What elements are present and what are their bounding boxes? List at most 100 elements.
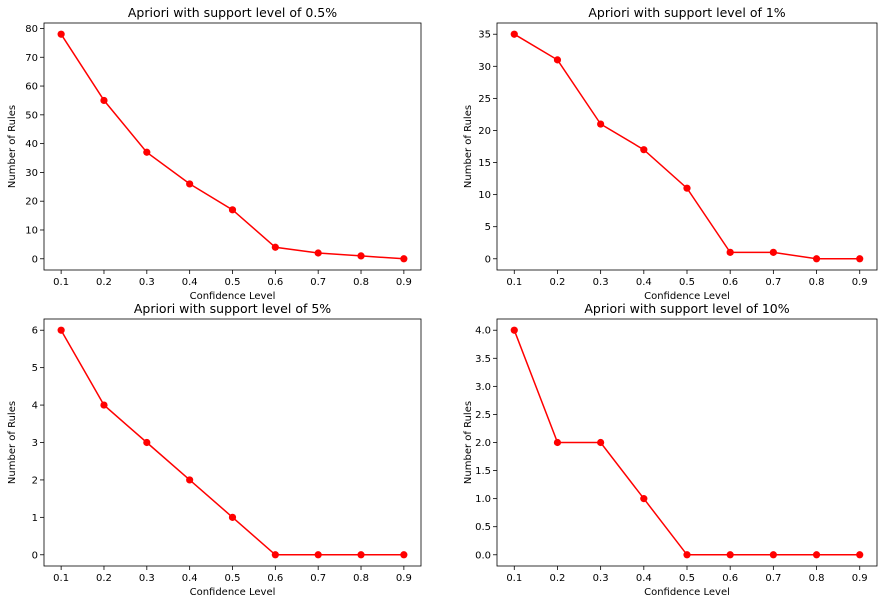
x-tick-label: 0.5 [225,573,241,584]
x-tick-label: 0.1 [506,573,522,584]
data-point [553,438,562,447]
data-point [683,184,691,192]
data-point [357,551,365,559]
data-point [100,401,108,409]
y-tick-label: 5 [485,222,491,233]
x-tick-label: 0.1 [53,573,69,584]
y-tick-label: 20 [25,197,38,208]
y-tick-label: 30 [478,62,491,73]
y-tick-label: 25 [478,94,491,105]
x-tick-label: 0.5 [225,277,241,288]
x-tick-label: 0.6 [267,573,283,584]
data-point [640,146,648,154]
chart-title: Apriori with support level of 10% [584,301,789,316]
x-tick-label: 0.2 [550,573,566,584]
data-point [769,551,777,559]
subplot-support-1: Apriori with support level of 1% 0.1 0.2 0.… [463,5,878,302]
data-point [726,248,734,256]
x-tick-label: 0.2 [96,277,112,288]
y-tick-label: 0.0 [475,550,491,561]
subplot-support-0-5: Apriori with support level of 0.5% 0.1 0.2… [7,5,422,302]
x-tick-label: 0.4 [182,573,198,584]
axes-frame [43,318,422,567]
x-tick-label: 0.4 [636,277,652,288]
chart-title: Apriori with support level of 5% [134,301,331,316]
data-point [812,255,821,263]
y-axis-label: Number of Rules [463,401,474,484]
data-point [57,326,65,334]
x-tick-label: 0.6 [722,573,738,584]
data-point [400,255,408,263]
x-tick-label: 0.8 [809,573,825,584]
data-point [357,252,365,260]
x-tick-label: 0.2 [550,277,566,288]
y-axis-label: Number of Rules [7,105,18,188]
data-point [143,438,151,447]
x-tick-label: 0.6 [267,277,283,288]
y-tick-label: 5 [32,363,38,374]
x-tick-label: 0.2 [96,573,112,584]
data-point [186,476,194,484]
data-point [228,206,237,214]
data-point [769,248,777,256]
y-tick-label: 20 [478,126,491,137]
y-tick-label: 0.5 [475,522,491,533]
data-point [597,120,605,128]
subplot-support-10: Apriori with support level of 10% 0.1 0.2 0… [463,301,878,598]
series-line [60,329,404,556]
x-tick-label: 0.6 [722,277,738,288]
y-tick-label: 3.5 [475,354,491,365]
x-tick-label: 0.1 [53,277,69,288]
y-tick-label: 15 [478,158,491,169]
subplot-support-5: Apriori with support level of 5% 0.1 0.2 0.… [7,301,422,598]
y-tick-label: 0 [32,550,38,561]
y-tick-label: 30 [25,168,38,179]
data-point [271,243,279,251]
x-tick-label: 0.8 [353,573,369,584]
x-tick-label: 0.7 [765,573,781,584]
data-point [314,551,322,559]
x-tick-label: 0.7 [310,277,326,288]
series-line [60,33,404,260]
x-axis-label: Confidence Level [644,587,730,598]
data-point [228,513,237,521]
data-point [314,249,322,257]
series-line [513,329,860,556]
chart-title: Apriori with support level of 0.5% [128,5,337,20]
x-tick-label: 0.9 [396,573,412,584]
x-tick-label: 0.5 [679,277,695,288]
x-tick-label: 0.9 [396,277,412,288]
x-tick-label: 0.3 [593,573,609,584]
axes-frame [43,22,422,271]
y-tick-label: 4 [32,401,38,412]
y-tick-label: 10 [478,190,491,201]
x-tick-label: 0.5 [679,573,695,584]
y-tick-label: 3.0 [475,382,491,393]
y-tick-label: 2 [32,475,38,486]
data-point [856,255,864,263]
x-tick-label: 0.4 [182,277,198,288]
data-point [597,438,605,447]
data-point [57,30,65,38]
y-tick-label: 1.0 [475,494,491,505]
x-axis-label: Confidence Level [190,587,276,598]
y-tick-label: 80 [25,24,38,35]
y-tick-label: 4.0 [475,326,491,337]
x-tick-label: 0.4 [636,573,652,584]
data-point [553,56,562,64]
x-tick-label: 0.9 [852,277,868,288]
data-point [400,551,408,559]
data-point [143,148,151,156]
series-line [513,33,860,260]
y-tick-label: 3 [32,438,38,449]
y-tick-label: 10 [25,225,38,236]
chart-title: Apriori with support level of 1% [588,5,785,20]
x-tick-label: 0.3 [139,277,155,288]
x-tick-label: 0.8 [353,277,369,288]
data-point [812,551,821,559]
y-tick-label: 6 [32,326,38,337]
data-point [510,30,518,38]
y-tick-label: 60 [25,82,38,93]
y-axis-label: Number of Rules [463,105,474,188]
